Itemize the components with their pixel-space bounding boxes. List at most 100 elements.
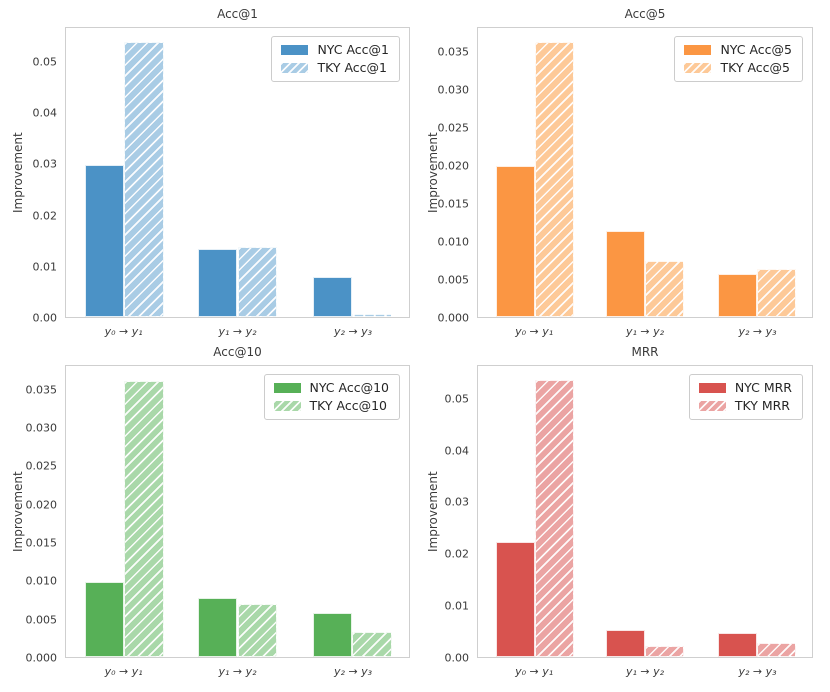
y-tick-label: 0.005: [437, 273, 470, 287]
x-tick-label: y₀ → y₁: [515, 665, 554, 678]
legend-item: TKY MRR: [698, 397, 792, 413]
bar-nyc-acc-10: [312, 612, 353, 657]
legend-item: NYC Acc@5: [684, 42, 792, 57]
subplot-mrr: MRR Improvement 0.00 0.01 0.02 0.03 0.04 0.05…: [415, 345, 830, 692]
bar-tky-acc-5: [756, 269, 796, 317]
legend-swatch-icon: [281, 45, 309, 56]
bar-nyc-mrr: [718, 632, 757, 657]
y-tick-label: 0.010: [437, 235, 470, 249]
legend-label: NYC Acc@10: [309, 380, 390, 395]
legend-swatch-icon: [273, 400, 301, 411]
y-tick-label: 0.04: [444, 444, 470, 458]
bar-nyc-acc-1: [84, 164, 125, 317]
chart-title: Acc@10: [213, 345, 262, 359]
bar-nyc-acc-10: [197, 597, 238, 657]
bar-nyc-acc-5: [496, 166, 535, 317]
legend-swatch-icon: [698, 400, 726, 411]
bar-nyc-acc-10: [84, 581, 125, 657]
y-tick-label: 0.02: [32, 209, 58, 223]
x-tick-label: y₀ → y₁: [104, 325, 143, 338]
y-tick-label: 0.04: [32, 106, 58, 120]
y-tick-label: 0.015: [25, 536, 58, 550]
subplot-acc10: Acc@10 Improvement 0.000 0.005 0.010 0.015 0…: [0, 345, 415, 692]
y-axis-ticks: 0.00 0.01 0.02 0.03 0.04 0.05: [415, 365, 470, 663]
legend-item: TKY Acc@10: [273, 397, 390, 413]
bar-nyc-acc-1: [197, 249, 238, 317]
subplot-acc1: Acc@1 Improvement 0.00 0.01 0.02 0.03 0.04 0.…: [0, 0, 415, 346]
bar-tky-mrr: [756, 643, 796, 657]
y-tick-label: 0.000: [25, 651, 58, 665]
x-tick-label: y₀ → y₁: [104, 665, 143, 678]
y-tick-label: 0.03: [32, 157, 58, 171]
bar-tky-acc-5: [645, 261, 684, 317]
legend-label: TKY Acc@5: [720, 59, 790, 75]
chart-title: MRR: [631, 345, 659, 359]
x-axis-ticks: y₀ → y₁ y₁ → y₂ y₂ → y₃: [65, 665, 410, 681]
y-tick-label: 0.000: [437, 311, 470, 325]
plot-area: NYC Acc@1 TKY Acc@1: [65, 27, 410, 318]
legend-label: NYC Acc@5: [720, 42, 792, 57]
chart-title: Acc@5: [624, 7, 666, 21]
y-tick-label: 0.02: [444, 547, 470, 561]
y-axis-ticks: 0.000 0.005 0.010 0.015 0.020 0.025 0.030 0.035: [0, 365, 58, 663]
legend-label: NYC MRR: [734, 380, 792, 395]
x-tick-label: y₁ → y₂: [218, 665, 257, 678]
chart-title: Acc@1: [217, 7, 258, 21]
y-tick-label: 0.020: [25, 498, 58, 512]
legend: NYC Acc@5 TKY Acc@5: [674, 36, 803, 82]
legend-item: NYC Acc@10: [273, 380, 390, 395]
x-tick-label: y₁ → y₂: [625, 325, 665, 338]
x-tick-label: y₂ → y₃: [738, 665, 777, 678]
legend-swatch-icon: [684, 62, 712, 73]
bar-tky-acc-1: [124, 41, 165, 317]
legend: NYC MRR TKY MRR: [688, 374, 803, 420]
plot-area: NYC MRR TKY MRR: [477, 365, 813, 658]
legend-swatch-icon: [698, 383, 726, 394]
bar-nyc-acc-1: [312, 276, 353, 317]
legend-swatch-icon: [281, 62, 309, 73]
bar-tky-acc-10: [124, 381, 165, 657]
bar-tky-acc-10: [237, 603, 278, 657]
y-tick-label: 0.035: [25, 383, 58, 397]
bar-tky-acc-10: [352, 631, 393, 657]
legend-item: NYC Acc@1: [281, 42, 389, 57]
y-axis-ticks: 0.00 0.01 0.02 0.03 0.04 0.05: [0, 27, 58, 323]
bar-nyc-acc-5: [718, 274, 757, 317]
legend: NYC Acc@10 TKY Acc@10: [263, 374, 400, 420]
bar-tky-mrr: [645, 646, 684, 657]
y-tick-label: 0.05: [32, 55, 58, 69]
y-tick-label: 0.035: [437, 45, 470, 59]
bar-tky-acc-1: [237, 247, 278, 317]
y-tick-label: 0.015: [437, 197, 470, 211]
y-tick-label: 0.020: [437, 159, 470, 173]
legend-item: TKY Acc@1: [281, 59, 389, 75]
plot-area: NYC Acc@10 TKY Acc@10: [65, 365, 410, 658]
y-tick-label: 0.01: [32, 260, 58, 274]
legend-label: TKY Acc@10: [309, 397, 387, 413]
y-tick-label: 0.00: [444, 651, 470, 665]
y-tick-label: 0.05: [444, 392, 470, 406]
legend: NYC Acc@1 TKY Acc@1: [271, 36, 400, 82]
bar-nyc-mrr: [496, 541, 535, 657]
y-tick-label: 0.025: [437, 121, 470, 135]
y-tick-label: 0.030: [25, 421, 58, 435]
legend-label: NYC Acc@1: [317, 42, 389, 57]
x-tick-label: y₂ → y₃: [738, 325, 777, 338]
plot-area: NYC Acc@5 TKY Acc@5: [477, 27, 813, 318]
y-axis-ticks: 0.000 0.005 0.010 0.015 0.020 0.025 0.030 0.035: [415, 27, 470, 324]
legend-label: TKY MRR: [734, 397, 790, 413]
legend-swatch-icon: [684, 45, 712, 56]
x-tick-label: y₂ → y₃: [334, 665, 373, 678]
legend-item: NYC MRR: [698, 380, 792, 395]
y-tick-label: 0.025: [25, 459, 58, 473]
legend-label: TKY Acc@1: [317, 59, 387, 75]
y-tick-label: 0.010: [25, 574, 58, 588]
x-axis-ticks: y₀ → y₁ y₁ → y₂ y₂ → y₃: [65, 325, 410, 341]
y-tick-label: 0.00: [32, 311, 58, 325]
bar-tky-acc-5: [534, 41, 574, 317]
bar-tky-acc-1: [352, 314, 393, 317]
y-tick-label: 0.005: [25, 613, 58, 627]
x-tick-label: y₀ → y₁: [515, 325, 554, 338]
legend-item: TKY Acc@5: [684, 59, 792, 75]
